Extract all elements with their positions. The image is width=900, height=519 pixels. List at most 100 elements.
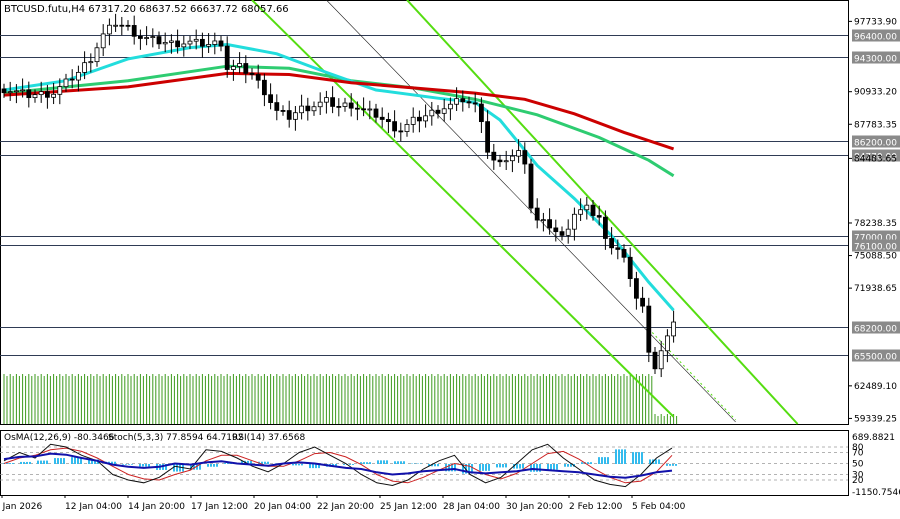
candle-body — [640, 297, 645, 307]
symbol-header: BTCUSD.futu,H4 67317.20 68637.52 66637.7… — [4, 4, 289, 15]
candle-body — [1, 88, 7, 94]
level-tag-label: 94300.00 — [854, 55, 897, 65]
candle-body — [199, 38, 205, 47]
candle-body — [522, 150, 528, 165]
candle-body — [385, 119, 391, 123]
sub-tick-label: 20 — [852, 476, 864, 486]
volume-histogram — [3, 374, 678, 424]
candle-body — [82, 62, 87, 73]
candle-body — [20, 89, 26, 92]
candle-body — [435, 109, 441, 114]
candle-body — [491, 151, 497, 161]
candle-body — [658, 350, 664, 370]
sub-tick-label: 50 — [852, 460, 864, 470]
candle-body — [392, 121, 398, 132]
candle-body — [137, 35, 143, 39]
price-tick-label: 75088.50 — [854, 252, 897, 262]
candle-body — [113, 24, 118, 27]
price-tick-label: 90933.20 — [854, 88, 897, 98]
candle-body — [51, 93, 56, 98]
level-tag — [852, 135, 900, 148]
candle-body — [280, 110, 286, 112]
stoch-signal-line — [3, 447, 673, 484]
stoch-main-line — [3, 443, 673, 488]
candle-body — [187, 40, 193, 45]
candle-body — [541, 219, 546, 222]
candle-body — [69, 78, 75, 81]
sub-tick-label: 30 — [852, 471, 864, 481]
candle-body — [584, 204, 590, 211]
candle-body — [603, 216, 608, 239]
candle-body — [255, 74, 261, 81]
candle-body — [131, 25, 137, 37]
level-tag-label: 68200.00 — [854, 325, 897, 335]
candle-body — [119, 24, 125, 27]
candle-body — [410, 116, 416, 125]
candle-body — [323, 97, 329, 103]
candle-body — [354, 107, 360, 110]
candle-body — [305, 105, 311, 112]
candle-body — [447, 103, 453, 110]
price-candles — [1, 13, 676, 378]
channel-line — [406, 0, 799, 425]
candle-body — [565, 228, 571, 236]
rsi-line — [3, 452, 673, 479]
level-tag-label: 65500.00 — [854, 353, 897, 363]
price-tick-label: 97733.90 — [854, 17, 897, 27]
time-tick-label: 5 Feb 04:00 — [632, 502, 686, 512]
candle-body — [404, 124, 410, 132]
candle-body — [249, 72, 255, 75]
level-tag — [852, 349, 900, 362]
channel-projection — [648, 328, 736, 421]
candle-body — [32, 94, 38, 99]
candle-body — [206, 44, 212, 47]
candle-body — [534, 207, 540, 221]
candle-body — [503, 160, 509, 163]
time-tick-label: 14 Jan 20:00 — [128, 502, 185, 512]
candle-body — [423, 115, 429, 122]
candle-body — [212, 40, 218, 45]
candle-body — [317, 101, 323, 108]
sub-tick-label: 70 — [852, 449, 864, 459]
price-tick-label: 87783.35 — [854, 120, 897, 130]
level-tag-label: 77000.00 — [854, 234, 897, 244]
candle-body — [336, 106, 342, 108]
candle-body — [218, 40, 224, 47]
rsi-label: RSI(14) 37.6568 — [232, 433, 305, 443]
candle-body — [168, 40, 174, 43]
candle-body — [646, 305, 652, 353]
price-tick-label: 78238.35 — [854, 219, 897, 229]
level-tag-label: 84770.00 — [854, 153, 897, 163]
price-tick-label: 71938.65 — [854, 284, 897, 294]
candle-body — [460, 98, 466, 103]
main-frame — [0, 0, 849, 425]
candle-body — [13, 90, 19, 93]
time-tick-label: 28 Jan 04:00 — [443, 502, 500, 512]
time-tick-label: 9 Jan 2026 — [0, 502, 42, 512]
candle-body — [348, 102, 354, 109]
candle-body — [100, 33, 106, 49]
candle-body — [243, 63, 249, 74]
candle-body — [175, 40, 181, 48]
candle-body — [472, 102, 478, 105]
candle-body — [181, 43, 187, 48]
candle-body — [342, 102, 348, 107]
level-tag — [852, 29, 900, 42]
time-tick-label: 30 Jan 20:00 — [506, 502, 563, 512]
candle-body — [454, 98, 460, 105]
time-tick-label: 20 Jan 04:00 — [254, 502, 311, 512]
time-axis: 9 Jan 2026 12 Jan 04:00 14 Jan 20:00 17 Jan… — [0, 495, 686, 512]
stoch-label: Stoch(5,3,3) 77.8594 64.7192 — [108, 433, 243, 443]
price-axis: 96400.00 94300.00 86200.00 84770.00 77000.00… — [848, 17, 900, 424]
sub-tick-label: 80 — [852, 443, 864, 453]
candle-body — [596, 215, 602, 218]
time-tick-label: 22 Jan 20:00 — [317, 502, 374, 512]
candle-body — [45, 91, 50, 98]
candle-body — [609, 238, 614, 249]
price-tick-label: 59339.25 — [854, 414, 897, 424]
candle-body — [478, 103, 484, 123]
